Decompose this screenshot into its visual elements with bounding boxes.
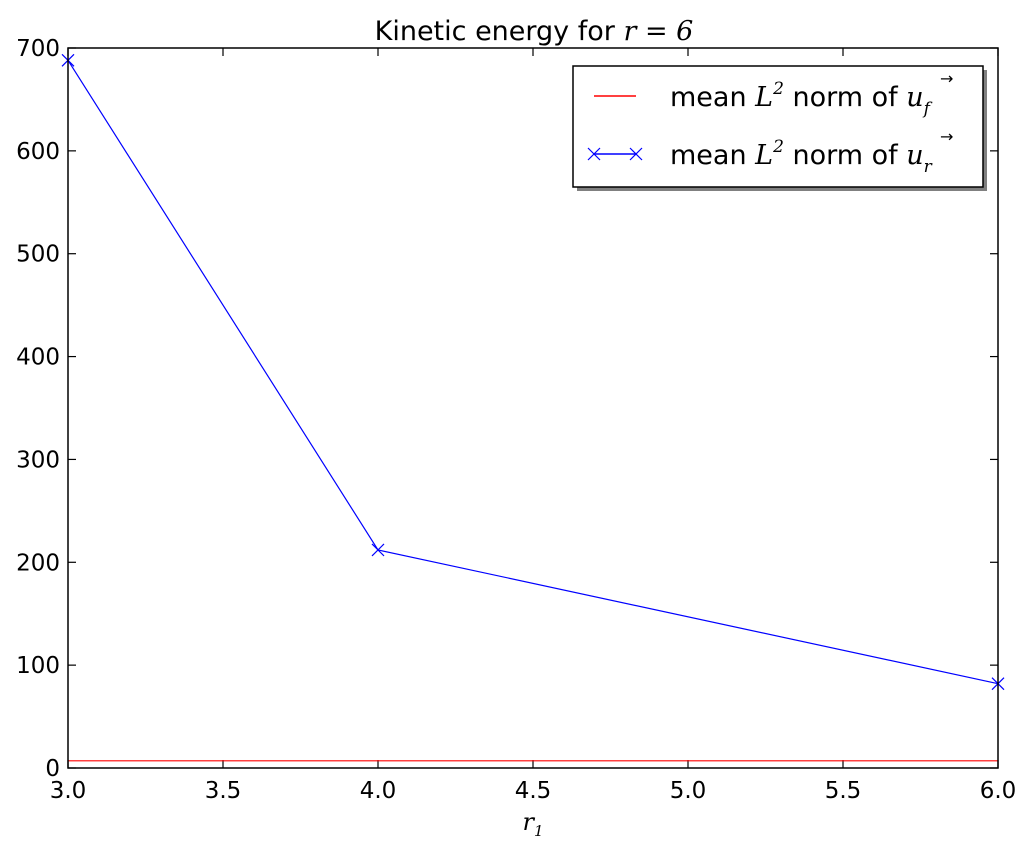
y-tick-label: 200 [16, 550, 60, 576]
legend-blue-sub: r [924, 157, 933, 177]
legend-blue-prefix: mean [670, 140, 755, 171]
legend-red-sub: f [922, 99, 933, 119]
x-tick-label: 4.0 [360, 778, 397, 804]
y-tick-label: 700 [16, 36, 60, 62]
ticks-layer: 3.0 3.5 4.0 4.5 5.0 5.5 6.0 0 100 200 300 400 500 600… [16, 36, 1016, 804]
y-tick-label: 0 [45, 756, 60, 782]
y-tick-label: 100 [16, 653, 60, 679]
legend-blue-math: L [754, 140, 773, 171]
legend-marker-blue [587, 147, 643, 161]
chart-title-math-eq: = [636, 16, 676, 47]
legend-label-blue: mean L2 norm of ur [670, 137, 933, 177]
chart-title-math-val: 6 [676, 16, 693, 47]
legend-red-sup: 2 [772, 79, 784, 99]
x-tick-label: 3.0 [50, 778, 87, 804]
legend-blue-vec: u [906, 140, 923, 171]
y-tick-label: 600 [16, 139, 60, 165]
y-tick-label: 500 [16, 242, 60, 268]
x-tick-label: 5.0 [670, 778, 707, 804]
legend: mean L2 norm of uf → mean L2 norm of ur … [572, 65, 987, 191]
chart-title-math-var: r [623, 16, 638, 47]
legend-red-prefix: mean [670, 82, 755, 113]
x-tick-label: 5.5 [825, 778, 862, 804]
chart-title: Kinetic energy for r = 6 [375, 16, 694, 47]
legend-blue-sup: 2 [772, 137, 784, 157]
chart-title-prefix: Kinetic energy for [375, 16, 624, 47]
legend-red-vec-arrow: → [940, 69, 953, 88]
x-tick-label: 6.0 [980, 778, 1017, 804]
legend-box [572, 65, 984, 188]
legend-red-vec: u [906, 82, 923, 113]
x-tick-label: 4.5 [515, 778, 552, 804]
legend-red-mid: norm of [784, 82, 906, 113]
x-axis-label: r1 [522, 808, 543, 840]
legend-red-math: L [754, 82, 773, 113]
x-tick-label: 3.5 [205, 778, 242, 804]
legend-blue-vec-arrow: → [940, 127, 953, 146]
x-axis-label-var: r [522, 808, 535, 836]
legend-blue-mid: norm of [784, 140, 906, 171]
legend-label-red: mean L2 norm of uf [670, 79, 933, 119]
y-tick-label: 400 [16, 345, 60, 371]
x-axis-label-sub: 1 [534, 822, 544, 840]
data-point-marker [371, 543, 385, 557]
axes-frame [67, 47, 999, 769]
y-tick-label: 300 [16, 447, 60, 473]
